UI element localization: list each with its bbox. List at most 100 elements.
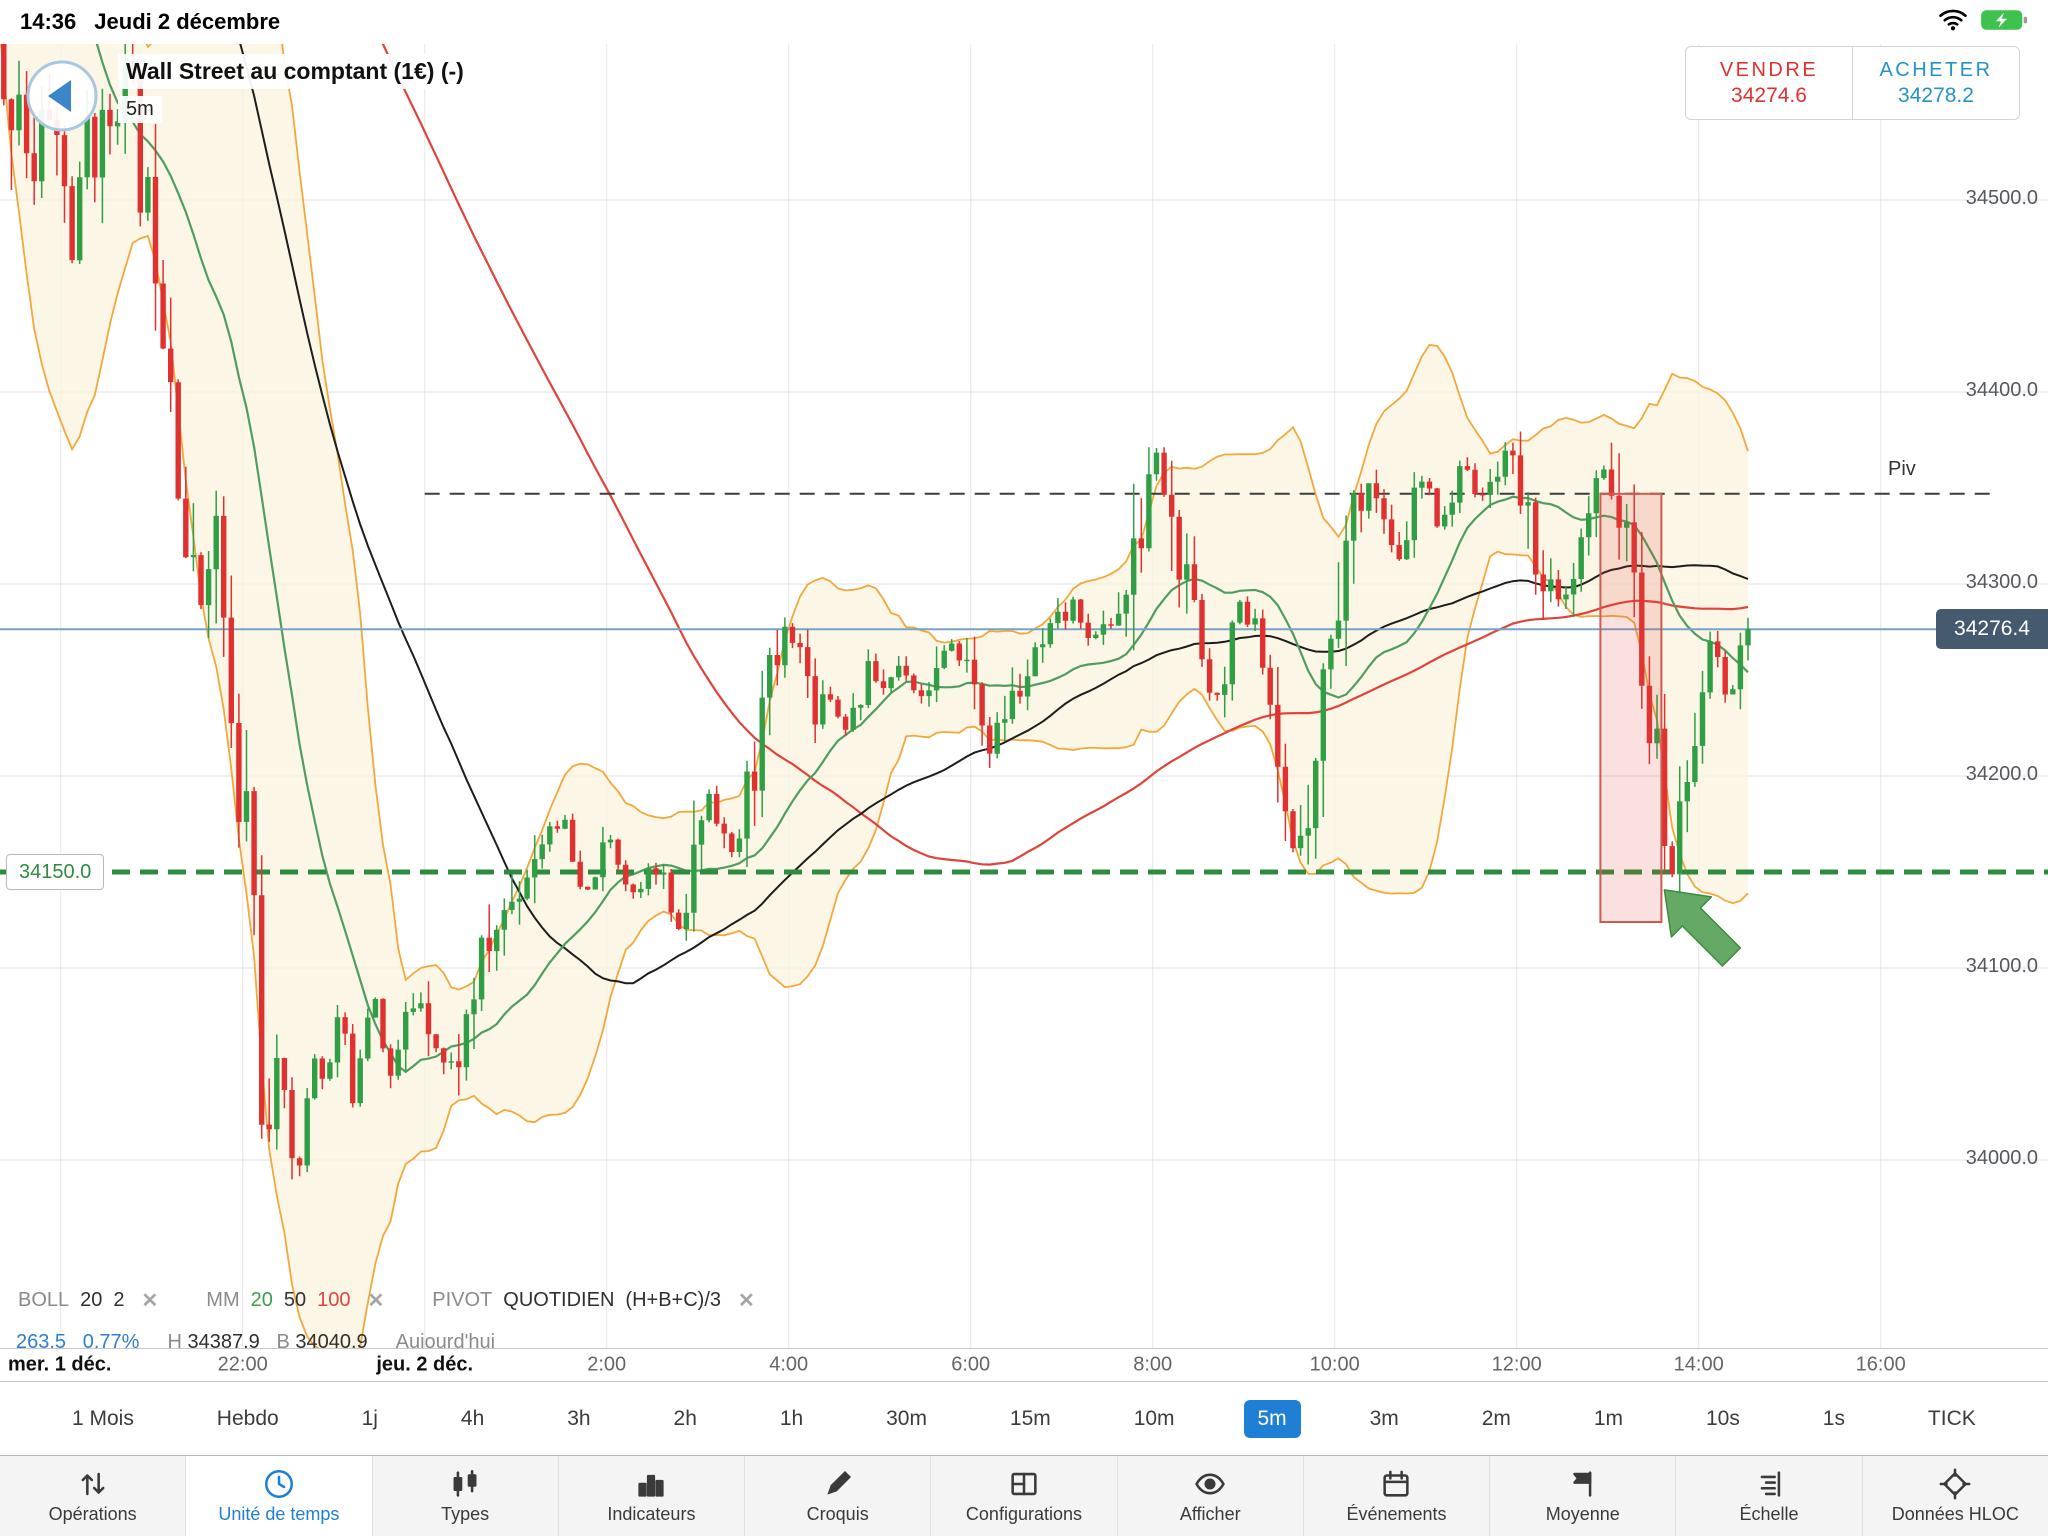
- remove-indicator-icon[interactable]: ✕: [141, 1290, 159, 1312]
- legend-pivot: PIVOT QUOTIDIEN (H+B+C)/3 ✕: [432, 1288, 755, 1313]
- buy-button[interactable]: ACHETER 34278.2: [1853, 47, 2019, 119]
- toolbar-label: Croquis: [806, 1504, 869, 1524]
- buy-label: ACHETER: [1879, 58, 1993, 81]
- timeframe-1s[interactable]: 1s: [1809, 1400, 1859, 1438]
- current-price-badge: 34276.4: [1936, 609, 2048, 650]
- sort-arrows-icon: [76, 1467, 110, 1501]
- timeframe-2h[interactable]: 2h: [660, 1400, 711, 1438]
- toolbar-afficher[interactable]: Afficher: [1116, 1456, 1303, 1536]
- status-icons: [1938, 8, 2028, 37]
- instrument-name: Wall Street au comptant (1€) (-): [118, 54, 472, 89]
- low-label: B: [276, 1331, 290, 1348]
- time-axis-label: 8:00: [1133, 1353, 1173, 1376]
- timeframe-15m[interactable]: 15m: [996, 1400, 1065, 1438]
- wifi-icon: [1938, 8, 1968, 37]
- low-value: 34040.9: [295, 1331, 368, 1348]
- calendar-icon: [1379, 1467, 1413, 1501]
- toolbar-unite-de-temps[interactable]: Unité de temps: [185, 1456, 372, 1536]
- bottom-toolbar: Opérations Unité de temps Types Indicateurs…: [0, 1455, 2048, 1536]
- remove-indicator-icon[interactable]: ✕: [738, 1290, 755, 1312]
- highlight-box-annotation[interactable]: [1599, 492, 1663, 923]
- chart-area: 34500.0 34400.0 34300.0 34200.0 34100.0 34000…: [0, 44, 2048, 1348]
- high-label: H: [167, 1331, 182, 1348]
- moving-average-50: [239, 44, 1749, 985]
- toolbar-evenements[interactable]: Événements: [1302, 1456, 1489, 1536]
- toolbar-label: Événements: [1346, 1504, 1447, 1524]
- toolbar-echelle[interactable]: Échelle: [1675, 1456, 1861, 1536]
- timeframe-5m[interactable]: 5m: [1243, 1400, 1301, 1438]
- toolbar-indicateurs[interactable]: Indicateurs: [557, 1456, 744, 1536]
- legend-param: (H+B+C)/3: [625, 1289, 721, 1311]
- toolbar-label: Opérations: [48, 1504, 137, 1524]
- change-value: 263.5: [16, 1331, 67, 1348]
- timeframe-30m[interactable]: 30m: [872, 1400, 941, 1438]
- toolbar-label: Afficher: [1179, 1504, 1241, 1524]
- legend-indicator-name: BOLL: [18, 1289, 70, 1311]
- timeframe-10s[interactable]: 10s: [1692, 1400, 1754, 1438]
- timeframe-2m[interactable]: 2m: [1468, 1400, 1525, 1438]
- time-axis-label: 2:00: [587, 1353, 627, 1376]
- timeframe-1h[interactable]: 1h: [766, 1400, 817, 1438]
- hloc-icon: [1938, 1467, 1972, 1501]
- time-axis-label: 12:00: [1491, 1353, 1542, 1376]
- toolbar-moyenne[interactable]: Moyenne: [1489, 1456, 1675, 1536]
- time-axis-label: 22:00: [217, 1353, 268, 1376]
- legend-param: QUOTIDIEN: [503, 1289, 615, 1311]
- time-axis-label: mer. 1 déc.: [8, 1353, 112, 1376]
- session-stats: 263.5 0.77% H 34387.9 B 34040.9 Aujourd'…: [16, 1331, 495, 1348]
- pivot-label: Piv: [1888, 457, 1916, 480]
- timeframe-1j[interactable]: 1j: [348, 1400, 392, 1438]
- toolbar-label: Indicateurs: [607, 1504, 696, 1524]
- toolbar-configurations[interactable]: Configurations: [930, 1456, 1116, 1536]
- price-axis-label: 34400.0: [1965, 379, 2038, 401]
- toolbar-label: Échelle: [1739, 1504, 1799, 1524]
- back-arrow-icon: [48, 80, 71, 112]
- status-date: Jeudi 2 décembre: [94, 9, 281, 34]
- price-axis-label: 34500.0: [1965, 187, 2038, 209]
- legend-param: 100: [317, 1289, 351, 1311]
- high-value: 34387.9: [187, 1331, 260, 1348]
- timeframe-hebdo[interactable]: Hebdo: [203, 1400, 293, 1438]
- back-button[interactable]: [24, 58, 100, 134]
- time-axis-label: 14:00: [1673, 1353, 1724, 1376]
- clock-icon: [262, 1467, 296, 1501]
- price-axis-label: 34200.0: [1965, 763, 2038, 785]
- arrow-annotation[interactable]: [1663, 889, 1742, 967]
- time-axis-label: 4:00: [769, 1353, 809, 1376]
- toolbar-label: Données HLOC: [1891, 1504, 2019, 1524]
- moving-average-100: [381, 44, 1749, 866]
- timeframe-1-mois[interactable]: 1 Mois: [58, 1400, 148, 1438]
- price-axis-label: 34300.0: [1965, 571, 2038, 593]
- chart-canvas[interactable]: [0, 44, 2048, 1348]
- legend-param: 2: [113, 1289, 125, 1311]
- alert-price-chip[interactable]: 34150.0: [6, 854, 105, 890]
- scale-icon: [1752, 1467, 1786, 1501]
- toolbar-operations[interactable]: Opérations: [0, 1456, 185, 1536]
- bar-chart-icon: [634, 1467, 668, 1501]
- legend-indicator-name: PIVOT: [432, 1289, 493, 1311]
- moving-average-20: [95, 44, 1749, 1074]
- timeframe-10m[interactable]: 10m: [1120, 1400, 1189, 1438]
- buy-price: 34278.2: [1898, 83, 1974, 107]
- toolbar-label: Configurations: [965, 1504, 1082, 1524]
- timeframe-3m[interactable]: 3m: [1356, 1400, 1413, 1438]
- toolbar-types[interactable]: Types: [371, 1456, 558, 1536]
- quote-panel: VENDRE 34274.6 ACHETER 34278.2: [1685, 46, 2020, 120]
- remove-indicator-icon[interactable]: ✕: [367, 1290, 385, 1312]
- change-pct: 0.77%: [82, 1331, 140, 1348]
- sell-label: VENDRE: [1719, 58, 1819, 81]
- time-axis-label: jeu. 2 déc.: [376, 1353, 474, 1376]
- instrument-timeframe: 5m: [118, 96, 162, 123]
- legend-indicator-name: MM: [206, 1289, 240, 1311]
- timeframe-1m[interactable]: 1m: [1580, 1400, 1637, 1438]
- toolbar-donnees-hloc[interactable]: Données HLOC: [1861, 1456, 2048, 1536]
- timeframe-3h[interactable]: 3h: [553, 1400, 604, 1438]
- toolbar-croquis[interactable]: Croquis: [744, 1456, 930, 1536]
- sell-button[interactable]: VENDRE 34274.6: [1686, 47, 1853, 119]
- legend-param: 20: [80, 1289, 103, 1311]
- timeframe-4h[interactable]: 4h: [447, 1400, 498, 1438]
- status-bar: 14:36 Jeudi 2 décembre: [0, 0, 2048, 44]
- time-axis-label: 16:00: [1855, 1353, 1906, 1376]
- timeframe-tick[interactable]: TICK: [1914, 1400, 1990, 1438]
- legend-param: 20: [250, 1289, 273, 1311]
